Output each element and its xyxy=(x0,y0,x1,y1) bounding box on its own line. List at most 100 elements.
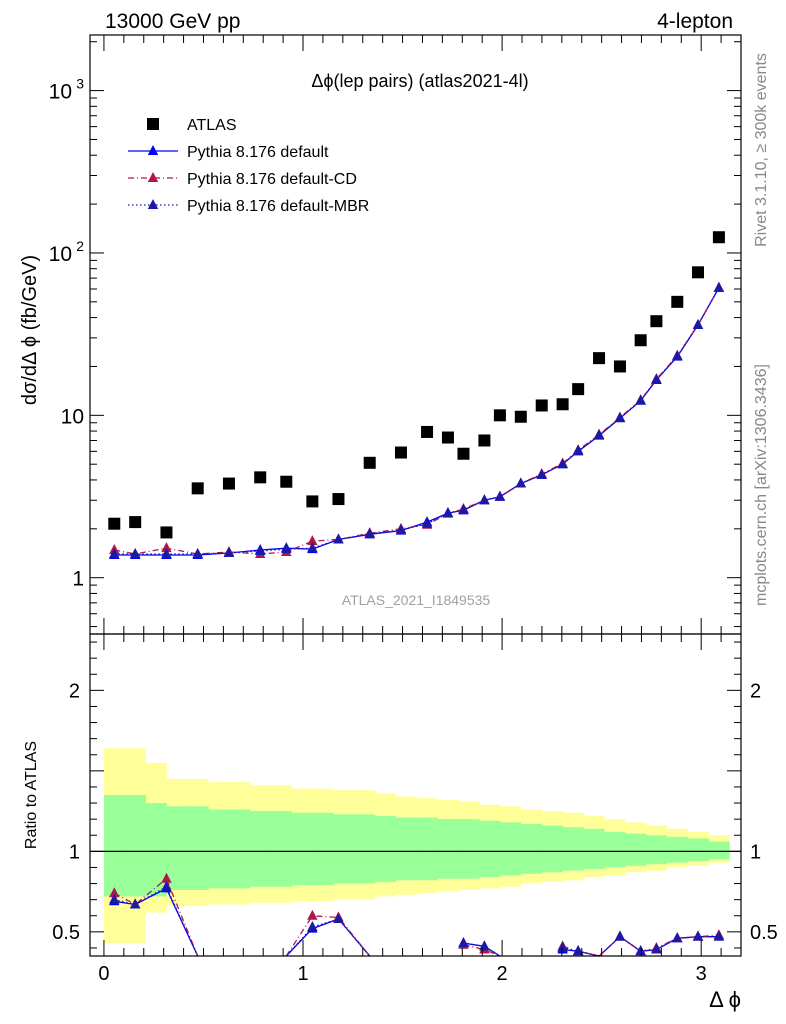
main-marker-series-3 xyxy=(161,547,172,558)
main-marker-series-3 xyxy=(494,490,506,501)
atlas-data-point xyxy=(593,352,606,365)
main-marker-series-3 xyxy=(479,494,490,505)
atlas-data-point xyxy=(613,360,626,373)
main-marker-series-3 xyxy=(672,350,683,361)
main-marker-series-3 xyxy=(307,542,318,553)
atlas-data-point xyxy=(441,431,454,444)
uncertainty-band-stat xyxy=(583,828,605,870)
atlas-data-point xyxy=(108,517,121,530)
uncertainty-band-stat xyxy=(416,817,438,881)
uncertainty-band-stat xyxy=(228,809,251,889)
main-marker-series-3 xyxy=(536,468,547,479)
uncertainty-band-stat xyxy=(520,823,543,874)
atlas-data-point xyxy=(222,477,235,490)
uncertainty-band-stat xyxy=(249,811,272,887)
ratio-marker-series-2 xyxy=(635,945,646,956)
ratio-y-tick-label-right: 1 xyxy=(750,841,761,863)
main-marker-series-3 xyxy=(395,524,407,535)
atlas-data-point xyxy=(306,495,319,508)
atlas-data-point xyxy=(478,434,491,447)
uncertainty-band-stat xyxy=(541,825,564,873)
main-y-tick-label: 10 xyxy=(49,81,72,104)
uncertainty-band-stat xyxy=(666,836,689,863)
atlas-data-point xyxy=(421,425,434,438)
atlas-data-point xyxy=(394,446,407,459)
atlas-data-point xyxy=(572,383,585,396)
uncertainty-band-stat xyxy=(687,838,709,862)
ratio-x-tick-label: 0 xyxy=(98,963,109,985)
uncertainty-band-stat xyxy=(395,817,418,881)
main-y-tick-label: 10 xyxy=(49,243,72,266)
uncertainty-band-stat xyxy=(208,809,230,889)
ratio-panel: 0.5 0.5 1 1 2 2 0 1 2 3 Ratio to ATLAS Δ ϕ xyxy=(23,633,778,1012)
ratio-xlabel: Δ ϕ xyxy=(709,987,741,1012)
main-marker-series-3 xyxy=(593,429,605,440)
mcplots-label: mcplots.cern.ch [arXiv:1306.3436] xyxy=(753,364,770,606)
atlas-data-point xyxy=(556,398,569,411)
atlas-data-point xyxy=(457,447,470,460)
uncertainty-band-stat xyxy=(625,833,647,866)
header-right: 4-lepton xyxy=(657,10,733,33)
main-marker-series-3 xyxy=(614,411,626,422)
ratio-marker-series-2 xyxy=(333,912,344,923)
uncertainty-band-stat xyxy=(291,812,313,886)
uncertainty-band-stat xyxy=(437,819,459,879)
ratio-x-tick-label: 2 xyxy=(497,963,508,985)
main-marker-series-2 xyxy=(161,542,172,553)
atlas-data-point xyxy=(671,295,684,308)
atlas-data-point xyxy=(691,266,704,279)
uncertainty-band-stat xyxy=(166,806,188,890)
legend-marker-1 xyxy=(147,145,159,155)
main-marker-series-3 xyxy=(515,477,527,488)
ratio-x-tick-label: 3 xyxy=(696,963,707,985)
main-y-tick-label-exponent: 3 xyxy=(76,76,84,92)
uncertainty-band-stat xyxy=(124,795,146,897)
ratio-x-tick-label: 1 xyxy=(297,963,308,985)
ratio-y-tick-label-left: 0.5 xyxy=(52,922,80,944)
legend: ATLAS Pythia 8.176 default Pythia 8.176 de… xyxy=(128,117,369,215)
main-title: Δϕ(lep pairs) (atlas2021-4l) xyxy=(311,71,528,91)
main-marker-series-3 xyxy=(421,517,433,528)
main-series-line-1 xyxy=(114,287,720,556)
ratio-plot-area xyxy=(90,748,741,957)
main-marker-series-3 xyxy=(223,546,235,557)
atlas-data-point xyxy=(332,493,345,506)
ratio-y-tick-label-right: 0.5 xyxy=(750,922,778,944)
atlas-data-point xyxy=(363,456,376,469)
ratio-marker-series-2 xyxy=(129,898,141,909)
ratio-ylabel: Ratio to ATLAS xyxy=(23,741,40,849)
header-left: 13000 GeV pp xyxy=(105,10,240,33)
uncertainty-band-stat xyxy=(333,814,355,884)
main-marker-series-3 xyxy=(651,373,662,384)
uncertainty-band-stat xyxy=(458,819,480,879)
ratio-frame xyxy=(89,633,742,957)
ratio-marker-series-2 xyxy=(692,930,704,941)
main-marker-series-3 xyxy=(572,444,584,455)
uncertainty-band-stat xyxy=(479,820,501,878)
ratio-marker-series-1 xyxy=(307,909,318,920)
main-ylabel: dσ/dΔ ϕ (fb/GeV) xyxy=(19,255,41,405)
main-marker-series-3 xyxy=(364,527,375,538)
uncertainty-band-stat xyxy=(604,832,626,868)
ratio-marker-series-2 xyxy=(161,880,172,891)
main-marker-series-3 xyxy=(557,458,568,469)
uncertainty-band-stat xyxy=(312,812,334,886)
atlas-data-point xyxy=(712,231,725,244)
atlas-data-point xyxy=(160,526,173,539)
ratio-marker-series-2 xyxy=(479,940,490,951)
atlas-data-point xyxy=(254,471,267,484)
atlas-data-point xyxy=(514,410,527,423)
ratio-series-line-2 xyxy=(562,935,719,957)
uncertainty-band-stat xyxy=(562,827,584,871)
ratio-marker-series-2 xyxy=(458,937,469,948)
ratio-marker-series-1 xyxy=(161,872,172,883)
main-marker-series-3 xyxy=(333,533,344,544)
main-series-line-2 xyxy=(114,287,720,555)
uncertainty-band-stat xyxy=(646,835,668,865)
legend-label-1: Pythia 8.176 default xyxy=(187,144,329,161)
ratio-series-line-2 xyxy=(285,918,371,957)
main-marker-series-3 xyxy=(442,507,454,518)
legend-marker-atlas xyxy=(147,118,159,130)
